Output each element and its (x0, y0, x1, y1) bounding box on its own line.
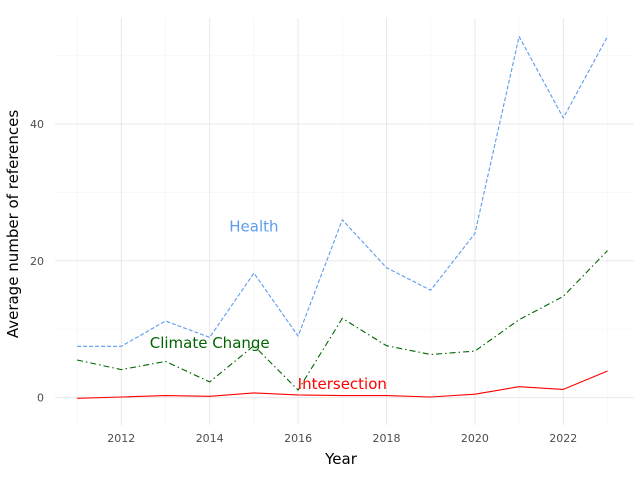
series-line-health (77, 35, 608, 347)
series-lines (76, 35, 608, 399)
series-label-health: Health (229, 218, 278, 236)
grid-lines (55, 18, 634, 425)
x-tick-label: 2016 (284, 432, 312, 445)
series-label-intersection: Intersection (298, 375, 387, 393)
x-tick-label: 2018 (372, 432, 400, 445)
x-axis-title: Year (324, 450, 358, 468)
y-tick-label: 0 (37, 392, 44, 405)
series-line-climate-change (76, 250, 608, 391)
x-tick-label: 2022 (549, 432, 577, 445)
series-labels: Health Climate Change Intersection (150, 218, 387, 393)
y-axis-title: Average number of references (4, 110, 22, 339)
series-line-intersection (77, 370, 608, 399)
x-axis-ticks: 2012 2014 2016 2018 2020 2022 (107, 432, 577, 445)
y-tick-label: 40 (30, 118, 44, 131)
y-axis-ticks: 0 20 40 (30, 118, 44, 405)
y-tick-label: 20 (30, 255, 44, 268)
x-tick-label: 2012 (107, 432, 135, 445)
x-tick-label: 2020 (461, 432, 489, 445)
x-tick-label: 2014 (196, 432, 224, 445)
series-label-climate-change: Climate Change (150, 334, 270, 352)
